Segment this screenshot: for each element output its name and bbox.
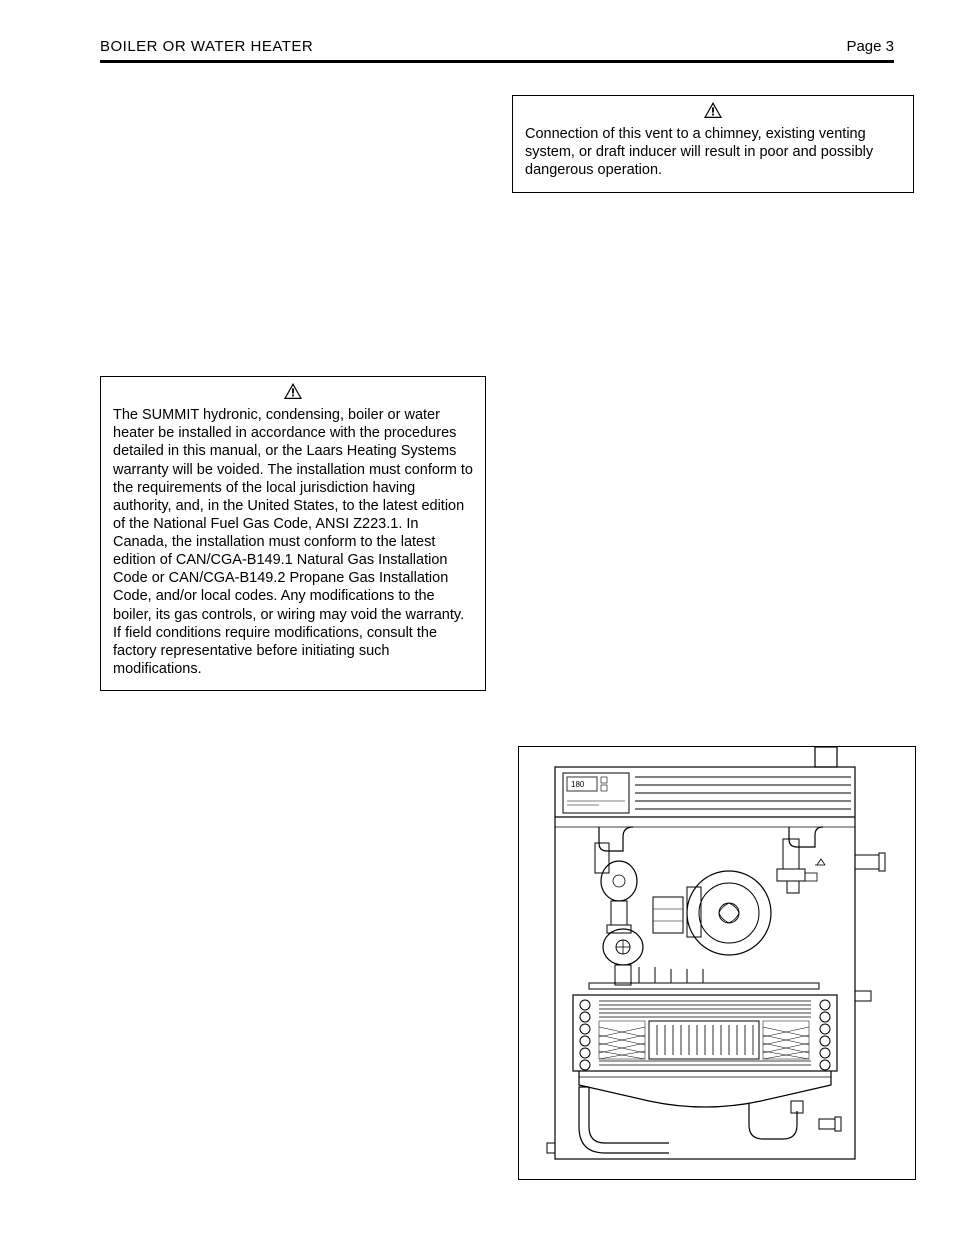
warning-install-text-after: be installed in accordance with the proc… — [113, 425, 473, 677]
warning-icon-wrap — [525, 102, 901, 123]
header-page-number: Page 3 — [846, 38, 894, 55]
panel-label: 180 — [571, 780, 585, 789]
warning-box-vent: Connection of this vent to a chimney, ex… — [512, 95, 914, 193]
header-divider — [100, 60, 894, 63]
boiler-diagram: 180 — [519, 747, 915, 1179]
warning-box-install: The SUMMIT hydronic, condensing, boiler … — [100, 376, 486, 691]
page-header: BOILER OR WATER HEATER Page 3 — [100, 38, 894, 61]
warning-icon — [704, 102, 722, 118]
boiler-diagram-frame: 180 — [518, 746, 916, 1180]
warning-icon — [284, 383, 302, 399]
header-title-left: BOILER OR WATER HEATER — [100, 38, 313, 55]
warning-vent-text: Connection of this vent to a chimney, ex… — [525, 126, 873, 178]
warning-icon-wrap — [113, 383, 473, 404]
